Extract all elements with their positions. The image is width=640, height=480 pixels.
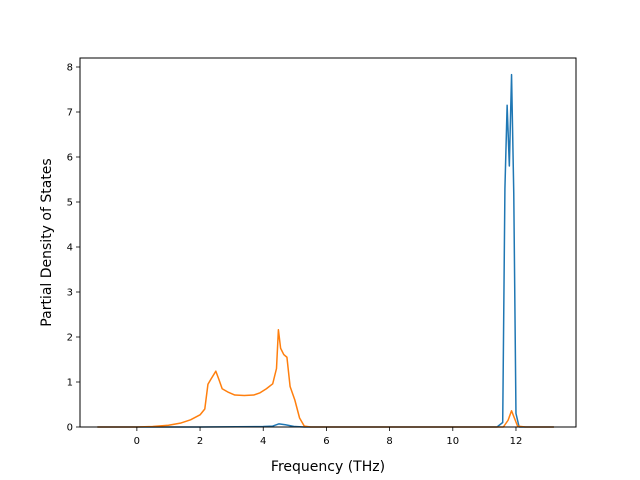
y-axis-title: Partial Density of States (39, 158, 55, 326)
plot-area-frame (79, 57, 577, 428)
y-tick-label: 4 (67, 243, 73, 254)
x-tick-label: 10 (446, 436, 459, 447)
x-tick-label: 2 (197, 436, 203, 447)
y-tick-label: 8 (67, 63, 73, 74)
x-axis-title: Frequency (THz) (271, 459, 385, 475)
y-tick-label: 6 (67, 153, 73, 164)
x-tick-label: 0 (134, 436, 140, 447)
x-tick-label: 4 (260, 436, 266, 447)
y-tick-label: 7 (67, 108, 73, 119)
x-tick-label: 6 (323, 436, 329, 447)
y-tick-label: 1 (67, 378, 73, 389)
y-tick-label: 0 (67, 423, 73, 434)
x-tick-label: 12 (510, 436, 523, 447)
y-tick-label: 5 (67, 198, 73, 209)
x-axis-ticks: 0 2 4 6 8 10 12 (134, 427, 523, 447)
y-axis-ticks: 0 1 2 3 4 5 6 7 8 (67, 63, 80, 434)
y-tick-label: 2 (67, 333, 73, 344)
y-tick-label: 3 (67, 288, 73, 299)
x-tick-label: 8 (386, 436, 392, 447)
series-line-1 (97, 73, 554, 428)
